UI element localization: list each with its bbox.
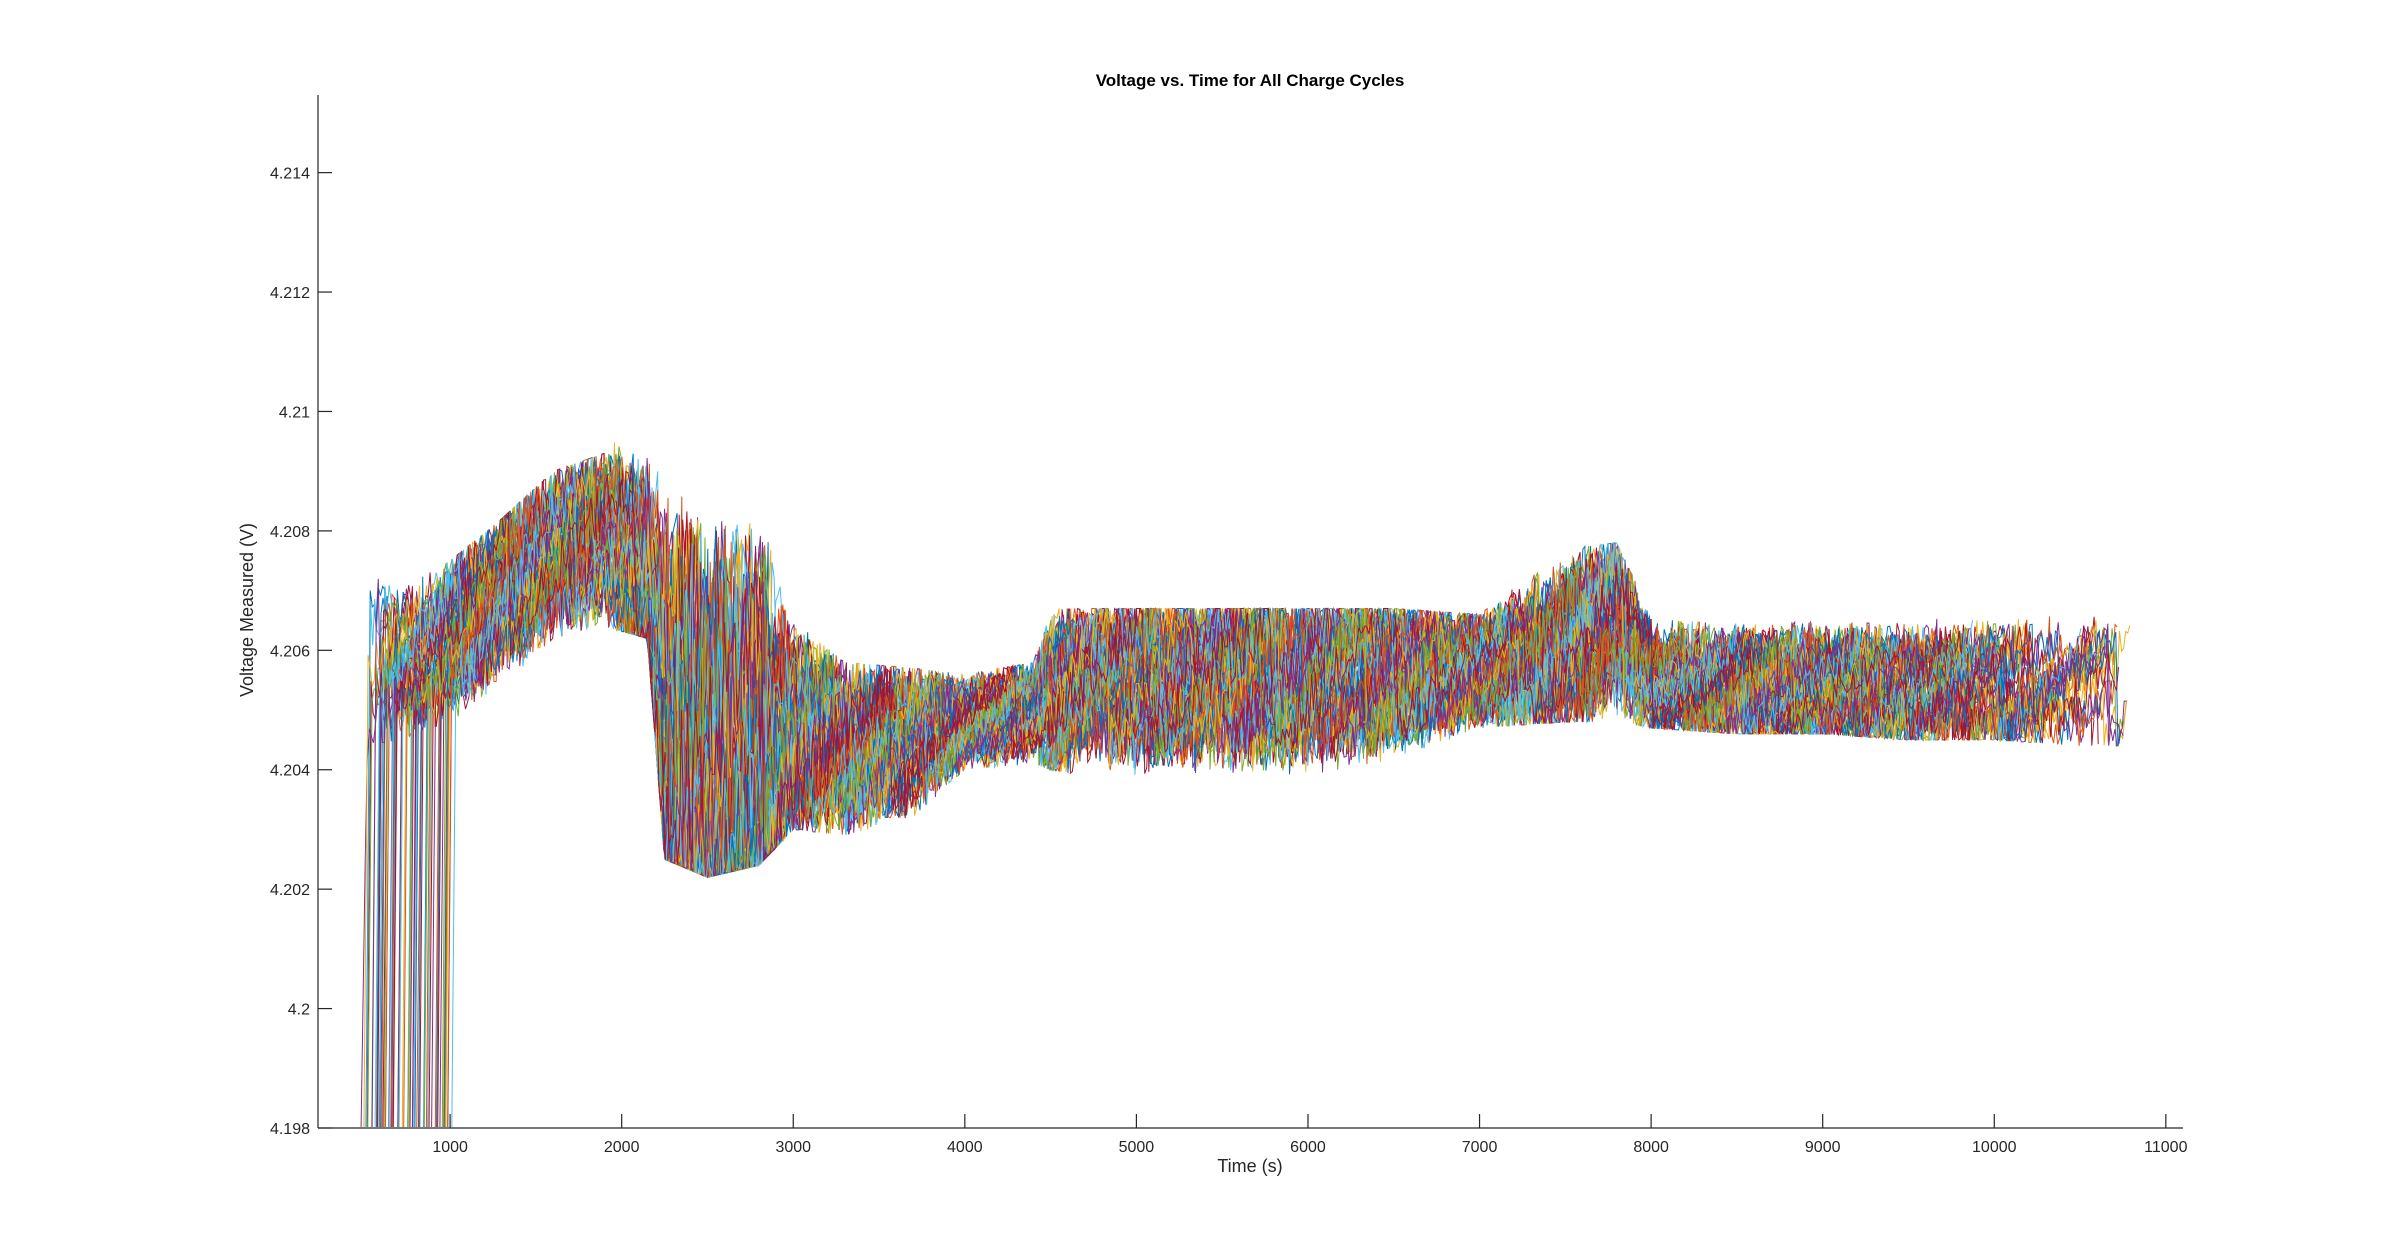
series-line <box>383 446 1884 1127</box>
y-tick-label: 4.208 <box>270 524 310 541</box>
x-tick-label: 9000 <box>1805 1139 1841 1156</box>
x-tick-label: 5000 <box>1119 1139 1155 1156</box>
y-axis-ticks: 4.198 4.2 4.202 4.204 4.206 4.208 4.21 4.212 4.2… <box>270 166 332 1138</box>
series-line <box>392 473 2119 1127</box>
chart-title: Voltage vs. Time for All Charge Cycles <box>1096 71 1405 90</box>
series-line <box>388 463 1974 1127</box>
y-tick-label: 4.2 <box>288 1002 310 1019</box>
x-tick-label: 3000 <box>775 1139 811 1156</box>
x-tick-label: 11000 <box>2144 1139 2187 1156</box>
x-tick-label: 1000 <box>432 1139 468 1156</box>
y-tick-label: 4.204 <box>270 763 310 780</box>
y-tick-label: 4.198 <box>270 1121 310 1138</box>
y-axis-label: Voltage Measured (V) <box>237 523 257 697</box>
y-tick-label: 4.21 <box>279 404 310 421</box>
y-tick-label: 4.212 <box>270 285 310 302</box>
x-axis-label: Time (s) <box>1217 1156 1282 1176</box>
y-tick-label: 4.202 <box>270 882 310 899</box>
x-tick-label: 7000 <box>1462 1139 1498 1156</box>
series-line <box>447 486 1992 1127</box>
x-axis-ticks: 1000 2000 3000 4000 5000 6000 7000 8000 9000 1000… <box>432 1114 2188 1156</box>
x-tick-label: 2000 <box>604 1139 640 1156</box>
x-tick-label: 8000 <box>1633 1139 1669 1156</box>
y-tick-label: 4.214 <box>270 166 310 183</box>
x-tick-label: 4000 <box>947 1139 983 1156</box>
x-tick-label: 6000 <box>1290 1139 1326 1156</box>
y-tick-label: 4.206 <box>270 643 310 660</box>
series-line <box>371 466 2127 1127</box>
series-line <box>409 460 2124 1127</box>
trace-group <box>360 442 2131 1127</box>
x-tick-label: 10000 <box>1972 1139 2017 1156</box>
